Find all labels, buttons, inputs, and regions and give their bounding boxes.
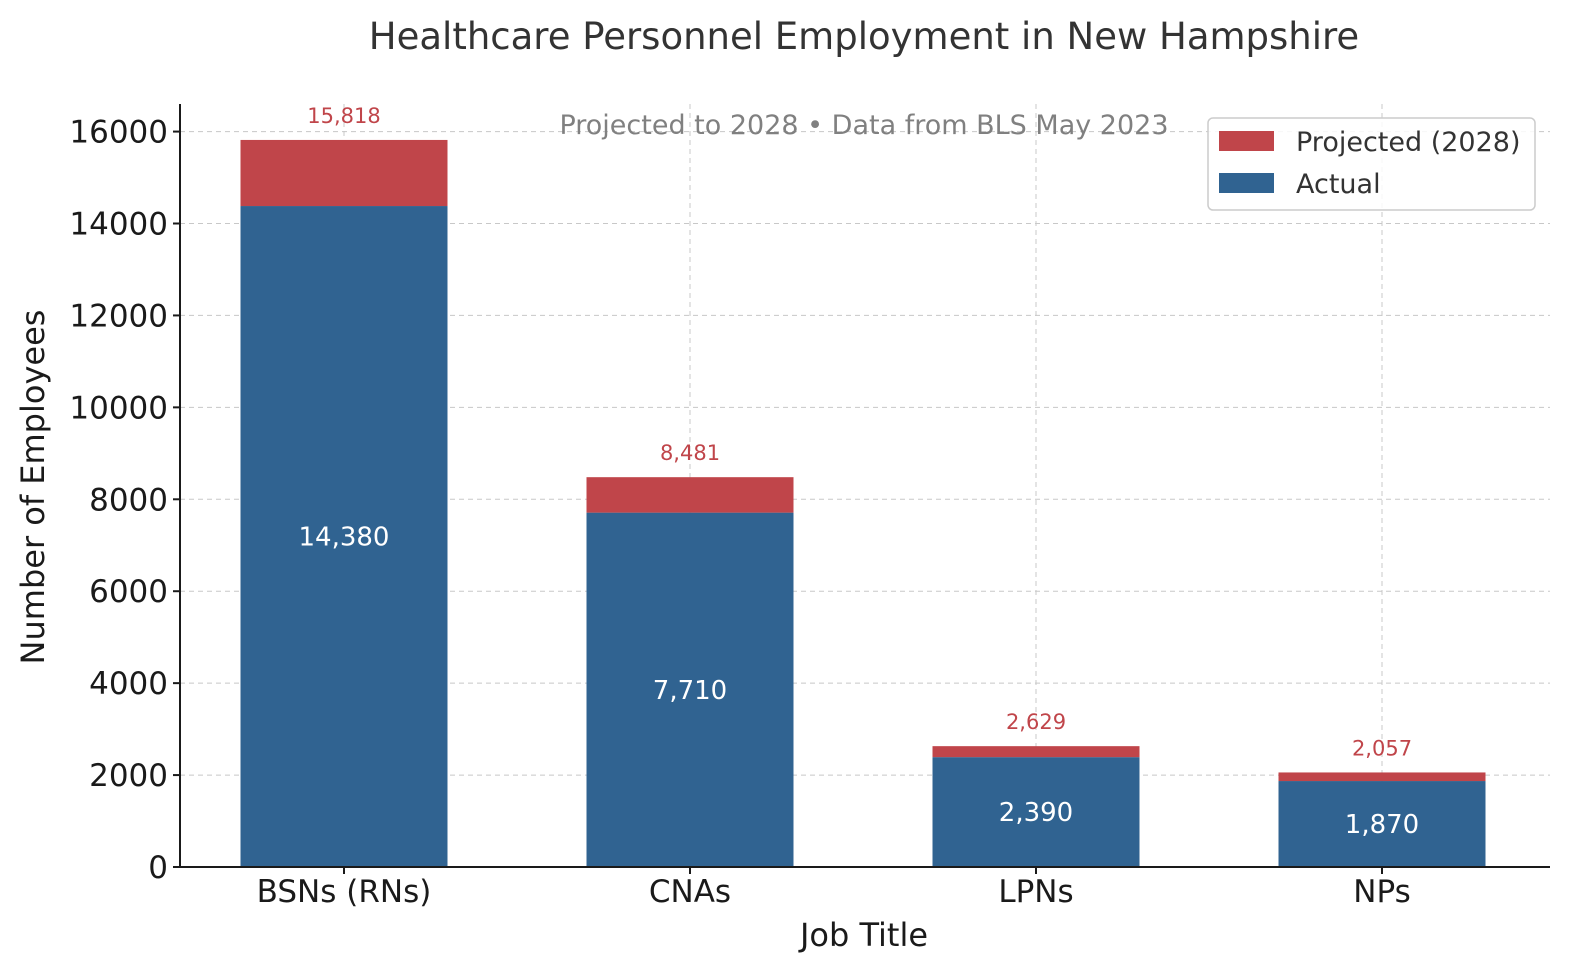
bar-projected: [932, 746, 1140, 758]
y-tick-label: 10000: [69, 390, 168, 426]
bar-value-label: 2,390: [999, 798, 1073, 828]
bar-total-label: 15,818: [307, 104, 380, 128]
bar-total-label: 8,481: [660, 441, 720, 465]
y-axis-label: Number of Employees: [14, 310, 52, 665]
y-tick-label: 0: [148, 850, 168, 886]
x-axis-label: Job Title: [798, 916, 928, 954]
chart-title: Healthcare Personnel Employment in New H…: [369, 15, 1359, 58]
y-tick-label: 8000: [89, 482, 168, 518]
x-tick-label: CNAs: [649, 874, 731, 910]
bar-actual: [1278, 781, 1486, 867]
legend-label-projected: Projected (2028): [1296, 127, 1521, 158]
bar-total-label: 2,057: [1352, 736, 1412, 760]
bar-value-label: 1,870: [1345, 810, 1419, 840]
y-tick-label: 4000: [89, 666, 168, 702]
legend-label-actual: Actual: [1296, 169, 1381, 200]
legend-box: [1207, 117, 1536, 211]
legend-swatch-actual: [1219, 173, 1274, 193]
bar-projected: [586, 477, 794, 513]
bar-actual: [240, 206, 448, 867]
bar-total-label: 2,629: [1006, 710, 1066, 734]
y-tick-label: 2000: [89, 758, 168, 794]
y-tick-label: 16000: [69, 115, 168, 151]
bar-value-label: 7,710: [653, 676, 727, 706]
bar-projected: [240, 139, 448, 207]
legend: Projected (2028) Actual: [1207, 117, 1536, 211]
bar-actual: [932, 757, 1140, 867]
x-tick-label: NPs: [1353, 874, 1411, 910]
x-tick-label: LPNs: [998, 874, 1073, 910]
y-tick-label: 6000: [89, 574, 168, 610]
y-ticks: 0 2000 4000 6000 8000 10000 12000 14000 16000: [69, 115, 180, 886]
chart-subtitle: Projected to 2028 • Data from BLS May 20…: [559, 110, 1168, 141]
y-tick-label: 12000: [69, 298, 168, 334]
x-ticks: BSNs (RNs) CNAs LPNs NPs: [257, 867, 1411, 910]
bar-actual: [586, 512, 794, 867]
bar-value-label: 14,380: [299, 523, 390, 553]
bar-labels: 14,380 15,818 7,710 8,481 2,390 2,629 1,870 2,0…: [299, 104, 1420, 840]
legend-swatch-projected: [1219, 131, 1274, 151]
bar-projected: [1278, 772, 1486, 782]
y-tick-label: 14000: [69, 207, 168, 243]
bars: [240, 139, 1486, 867]
x-tick-label: BSNs (RNs): [257, 874, 432, 910]
